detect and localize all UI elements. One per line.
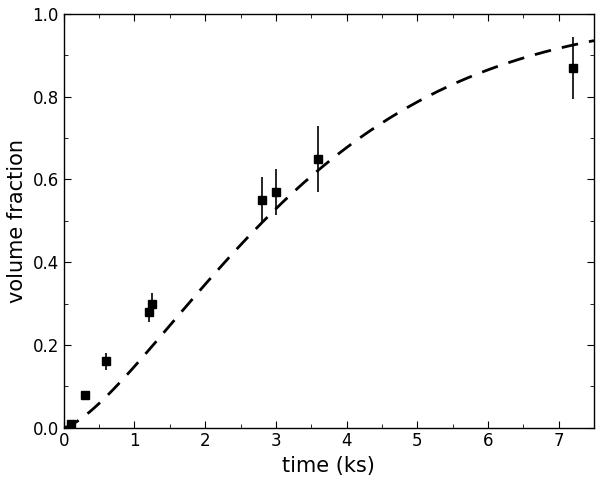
X-axis label: time (ks): time (ks) [282,456,376,476]
Y-axis label: volume fraction: volume fraction [7,139,27,303]
